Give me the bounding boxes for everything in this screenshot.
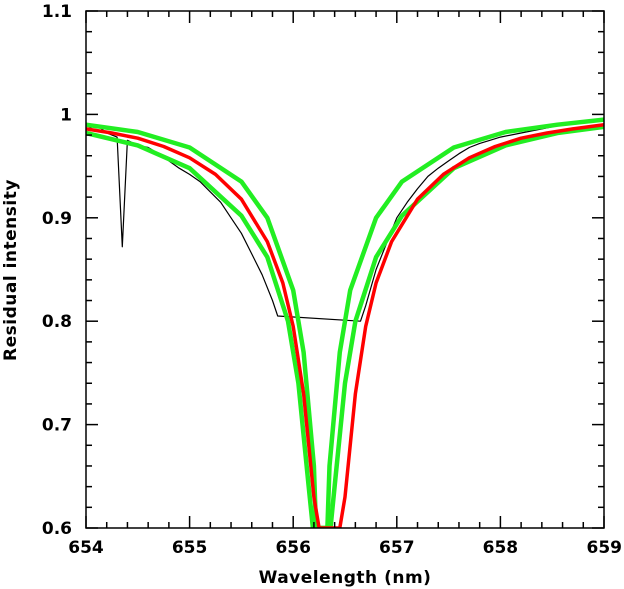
y-tick-label: 0.7 xyxy=(42,416,72,436)
y-axis-label: Residual intensity xyxy=(1,179,21,361)
best-fit-line xyxy=(86,122,604,528)
upper-bound-line xyxy=(86,117,604,528)
y-tick-label: 0.8 xyxy=(42,312,72,332)
series-layer xyxy=(86,117,604,528)
y-tick-labels: 0.6 0.7 0.8 0.9 1 1.1 xyxy=(42,2,72,539)
y-tick-label: 1 xyxy=(60,105,72,125)
x-tick-label: 659 xyxy=(587,538,623,558)
plot-frame xyxy=(85,10,605,529)
x-axis-label: Wavelength (nm) xyxy=(259,568,432,588)
y-tick-label: 0.9 xyxy=(42,209,72,229)
x-tick-labels: 654 655 656 657 658 659 xyxy=(68,538,622,558)
x-tick-label: 656 xyxy=(275,538,311,558)
x-tick-label: 657 xyxy=(379,538,415,558)
y-tick-label: 0.6 xyxy=(42,519,72,539)
x-tick-label: 655 xyxy=(172,538,208,558)
y-tick-label: 1.1 xyxy=(42,2,72,22)
x-tick-label: 654 xyxy=(68,538,104,558)
x-tick-label: 658 xyxy=(483,538,519,558)
ticks-layer xyxy=(85,10,605,529)
